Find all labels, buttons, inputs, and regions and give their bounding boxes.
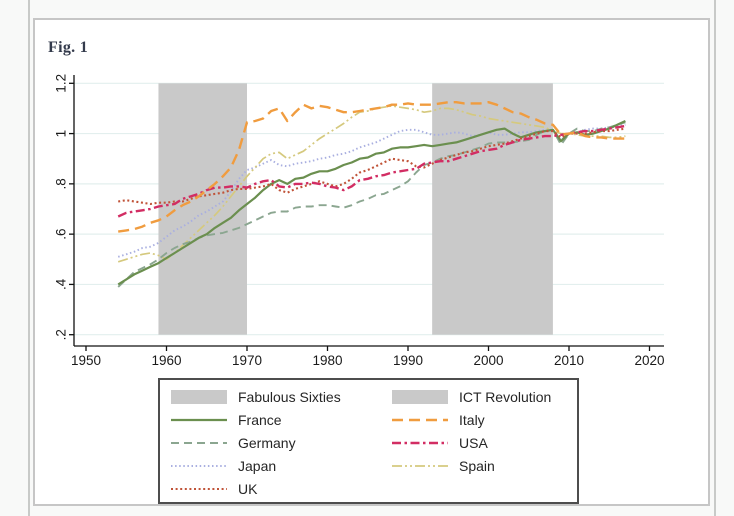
x-tick-label: 2020	[634, 353, 664, 368]
legend-item-italy: Italy	[392, 412, 572, 428]
figure-label: Fig. 1	[48, 39, 89, 56]
legend-label: UK	[238, 480, 258, 497]
x-tick-label: 1990	[393, 353, 423, 368]
legend-row: France Italy	[171, 408, 577, 431]
legend-row: UK	[171, 477, 577, 500]
highlight-band-fabulous-sixties	[158, 83, 247, 335]
x-tick-label: 1960	[151, 353, 181, 368]
legend-label: USA	[459, 434, 488, 451]
legend-label: Fabulous Sixties	[238, 388, 341, 405]
legend-label: ICT Revolution	[459, 388, 552, 405]
y-tick-label: .4	[54, 278, 69, 290]
legend-line-swatch	[171, 418, 227, 421]
y-tick-label: 1	[54, 130, 69, 138]
x-tick-label: 1950	[71, 353, 101, 368]
y-tick-label: .6	[54, 229, 69, 240]
legend-item-france: France	[171, 412, 392, 428]
legend-item-ict-revolution: ICT Revolution	[392, 389, 572, 405]
right-page-rule	[714, 0, 716, 516]
legend-line-swatch	[171, 487, 227, 490]
legend-band-swatch	[392, 389, 448, 404]
legend-item-uk: UK	[171, 481, 392, 497]
x-tick-label: 1970	[232, 353, 262, 368]
legend-item-germany: Germany	[171, 435, 392, 451]
figure-card: Fig. 1 .2 .4 .6 .8 1 1.2 1950 1960 1970 1980 1990 2…	[33, 18, 710, 506]
line-chart: .2 .4 .6 .8 1 1.2 1950 1960 1970 1980 1990 2000 2010…	[54, 74, 665, 368]
highlight-band-ict-revolution	[432, 83, 553, 335]
legend-label: Germany	[238, 434, 296, 451]
legend-item-japan: Japan	[171, 458, 392, 474]
legend-line-swatch	[392, 464, 448, 467]
series-line-germany	[117, 121, 626, 288]
legend-line-swatch	[171, 441, 227, 444]
legend-item-spain: Spain	[392, 458, 572, 474]
legend-line-swatch	[171, 464, 227, 467]
legend-item-fabulous-sixties: Fabulous Sixties	[171, 389, 392, 405]
y-tick-label: 1.2	[54, 74, 69, 93]
legend-line-swatch	[392, 441, 448, 444]
x-tick-label: 2000	[473, 353, 503, 368]
series-line-italy	[118, 100, 626, 233]
legend-row: Fabulous Sixties ICT Revolution	[171, 385, 577, 408]
legend-label: Italy	[459, 411, 485, 428]
y-tick-label: .8	[54, 178, 69, 189]
legend-line-swatch	[392, 418, 448, 421]
x-tick-label: 1980	[312, 353, 342, 368]
legend-item-usa: USA	[392, 435, 572, 451]
series-line-france	[117, 120, 626, 286]
series-line-japan	[117, 123, 626, 258]
legend-band-swatch	[171, 389, 227, 404]
legend-label: France	[238, 411, 282, 428]
y-tick-label: .2	[54, 329, 69, 340]
chart-legend: Fabulous Sixties ICT Revolution France Ital…	[158, 378, 579, 504]
x-tick-label: 2010	[554, 353, 584, 368]
legend-row: Germany USA	[171, 431, 577, 454]
legend-label: Spain	[459, 457, 495, 474]
legend-label: Japan	[238, 457, 277, 474]
legend-row: Japan Spain	[171, 454, 577, 477]
left-page-rule	[28, 0, 30, 516]
